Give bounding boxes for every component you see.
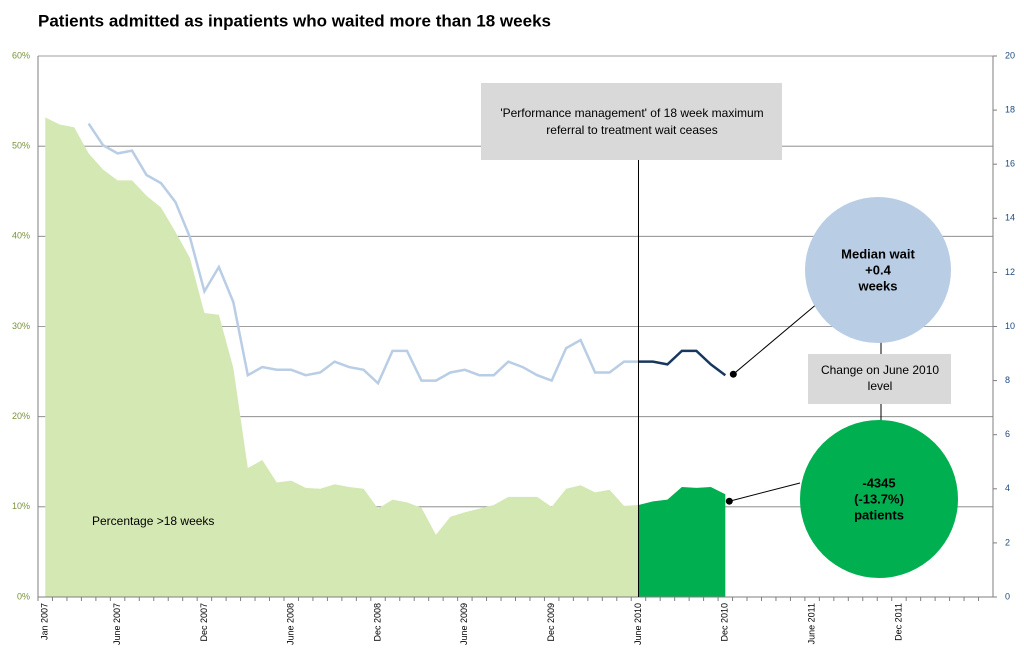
- annotation-text: 'Performance management' of 18 week maxi…: [500, 106, 763, 120]
- bubble-text: Median wait: [841, 246, 915, 261]
- connector-dot: [729, 370, 737, 378]
- annotation-text: level: [868, 379, 893, 393]
- y-tick-label: 30%: [12, 321, 30, 331]
- x-tick-label: Dec 2007: [199, 603, 209, 642]
- y2-tick-label: 14: [1005, 213, 1015, 223]
- y2-tick-label: 10: [1005, 321, 1015, 331]
- y2-tick-label: 12: [1005, 267, 1015, 277]
- annotation-text: referral to treatment wait ceases: [546, 123, 717, 137]
- x-tick-label: Dec 2010: [720, 603, 730, 642]
- x-tick-label: June 2011: [807, 603, 817, 644]
- y2-tick-label: 4: [1005, 483, 1010, 493]
- y-tick-label: 60%: [12, 50, 30, 60]
- connector: [732, 302, 819, 375]
- line: [638, 349, 727, 377]
- connector-dot: [725, 497, 733, 505]
- x-tick-label: June 2010: [633, 603, 643, 645]
- bubble-text: +0.4: [865, 262, 891, 277]
- annotation-text: Change on June 2010: [821, 363, 939, 377]
- y2-tick-label: 2: [1005, 537, 1010, 547]
- y-tick-label: 50%: [12, 141, 30, 151]
- y2-tick-label: 0: [1005, 591, 1010, 601]
- y-tick-label: 20%: [12, 411, 30, 421]
- x-tick-label: Dec 2011: [893, 603, 903, 641]
- change-box: [808, 354, 951, 404]
- y2-tick-label: 20: [1005, 50, 1015, 60]
- x-tick-label: Dec 2008: [372, 603, 382, 642]
- bubble-text: -4345: [862, 475, 895, 490]
- bubble-text: (-13.7%): [854, 491, 904, 506]
- series-label: Percentage >18 weeks: [92, 514, 214, 528]
- y-tick-label: 0%: [17, 591, 30, 601]
- annotation-box: [481, 83, 782, 160]
- chart-title: Patients admitted as inpatients who wait…: [38, 11, 551, 30]
- y-tick-label: 10%: [12, 501, 30, 511]
- median-bubble: [805, 197, 951, 343]
- line: [87, 122, 639, 386]
- y2-tick-label: 16: [1005, 159, 1015, 169]
- y2-tick-label: 8: [1005, 375, 1010, 385]
- y2-tick-label: 18: [1005, 104, 1015, 114]
- bubble-text: weeks: [857, 278, 897, 293]
- y-tick-label: 40%: [12, 231, 30, 241]
- area: [638, 486, 726, 597]
- x-tick-label: June 2009: [459, 603, 469, 645]
- connector: [729, 482, 801, 502]
- area: [45, 117, 639, 598]
- x-tick-label: Jan 2007: [40, 603, 50, 640]
- x-tick-label: Dec 2009: [546, 603, 556, 642]
- x-tick-label: June 2007: [112, 603, 122, 645]
- bubble-text: patients: [854, 507, 904, 522]
- x-tick-label: June 2008: [286, 603, 296, 645]
- y2-tick-label: 6: [1005, 429, 1010, 439]
- patients-bubble: [800, 420, 958, 578]
